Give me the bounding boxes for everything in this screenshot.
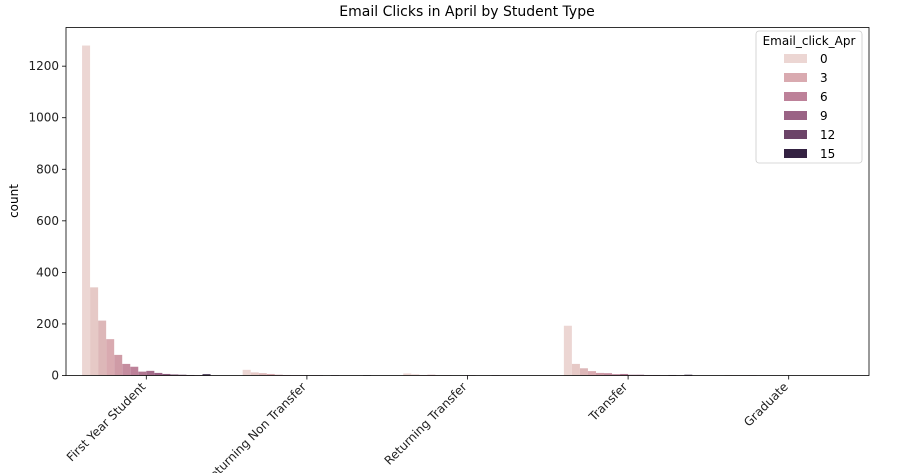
bar-returning-non-transfer-hue-2 — [258, 373, 267, 376]
bar-returning-non-transfer-hue-0 — [242, 369, 251, 376]
y-axis-label: count — [7, 184, 21, 218]
bar-first-year-student-hue-4 — [114, 354, 123, 376]
legend-title: Email_click_Apr — [763, 34, 856, 48]
y-tick-label: 200 — [36, 317, 59, 331]
legend-label: 9 — [820, 109, 828, 123]
bar-transfer-hue-3 — [587, 371, 596, 376]
legend-swatch — [784, 54, 807, 63]
y-tick-label: 1000 — [28, 111, 59, 125]
y-tick-label: 1200 — [28, 59, 59, 73]
legend-frame — [755, 30, 863, 164]
bar-first-year-student-hue-8 — [146, 370, 155, 376]
bar-first-year-student-hue-5 — [122, 363, 131, 376]
bar-transfer-hue-4 — [595, 372, 605, 376]
y-tick-label: 800 — [36, 162, 59, 176]
bar-transfer-hue-5 — [604, 373, 613, 376]
bar-first-year-student-hue-3 — [106, 339, 115, 376]
bar-returning-non-transfer-hue-3 — [266, 373, 275, 376]
legend-label: 15 — [820, 147, 835, 161]
bar-returning-transfer-hue-0 — [403, 373, 412, 376]
legend-label: 0 — [820, 52, 828, 66]
legend-swatch — [784, 92, 807, 101]
bar-transfer-hue-1 — [571, 363, 580, 376]
y-tick-label: 400 — [36, 265, 59, 279]
legend-label: 3 — [820, 71, 828, 85]
bar-first-year-student-hue-11 — [170, 374, 179, 376]
y-axis: 0 200 400 600 800 1000 1200 — [28, 59, 66, 383]
bar-first-year-student-hue-9 — [154, 372, 163, 376]
chart-title: Email Clicks in April by Student Type — [339, 4, 594, 20]
bar-transfer-hue-6 — [612, 374, 621, 376]
bar-first-year-student-hue-2 — [98, 320, 107, 376]
y-tick-label: 600 — [36, 214, 59, 228]
x-tick-label: Graduate — [741, 380, 791, 430]
legend-label: 6 — [820, 90, 828, 104]
legend-swatch — [784, 73, 807, 82]
legend-label: 12 — [820, 128, 835, 142]
x-tick-label: Transfer — [585, 380, 630, 425]
legend-swatch — [784, 149, 807, 158]
legend-swatch — [784, 130, 807, 139]
x-axis: First Year Student Returning Non Transfer… — [64, 375, 791, 473]
legend-swatch — [784, 111, 807, 120]
legend: Email_click_Apr 0 3 6 9 12 15 — [755, 30, 863, 164]
bar-first-year-student-hue-6 — [130, 366, 139, 376]
y-tick-label: 0 — [51, 369, 59, 383]
plot-frame — [65, 27, 870, 376]
bars-group — [82, 45, 757, 376]
bar-first-year-student-hue-1 — [90, 287, 99, 376]
bar-first-year-student-hue-15 — [202, 374, 211, 376]
bar-first-year-student-hue-0 — [82, 45, 91, 376]
bar-returning-transfer-hue-1 — [411, 374, 420, 376]
bar-first-year-student-hue-10 — [162, 373, 171, 376]
bar-returning-non-transfer-hue-1 — [250, 372, 259, 376]
bar-transfer-hue-2 — [579, 368, 588, 376]
x-tick-label: Returning Transfer — [382, 380, 470, 468]
bar-transfer-hue-0 — [563, 325, 572, 376]
bar-first-year-student-hue-7 — [138, 371, 147, 376]
bar-transfer-hue-7 — [620, 373, 629, 376]
x-tick-label: First Year Student — [64, 380, 149, 465]
x-tick-label: Returning Non Transfer — [201, 380, 309, 473]
